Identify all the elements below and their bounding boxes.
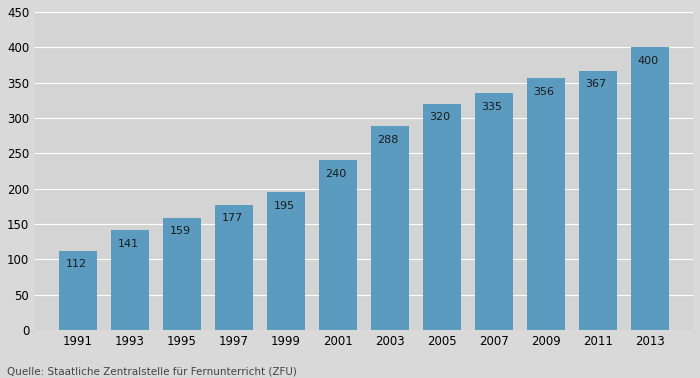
Text: 141: 141	[118, 239, 139, 249]
Text: 320: 320	[430, 112, 451, 122]
Text: 240: 240	[326, 169, 346, 179]
Bar	[111, 230, 148, 330]
Text: 112: 112	[65, 259, 87, 269]
Bar	[267, 192, 304, 330]
Bar	[371, 126, 409, 330]
Text: 400: 400	[638, 56, 659, 66]
Bar	[475, 93, 512, 330]
Bar	[424, 104, 461, 330]
Bar	[631, 47, 668, 330]
Bar	[319, 160, 356, 330]
Text: 335: 335	[482, 102, 503, 112]
Text: 159: 159	[169, 226, 190, 236]
Text: 195: 195	[274, 201, 295, 211]
Bar	[59, 251, 97, 330]
Bar	[163, 217, 201, 330]
Text: 288: 288	[377, 135, 399, 145]
Text: Quelle: Staatliche Zentralstelle für Fernunterricht (ZFU): Quelle: Staatliche Zentralstelle für Fer…	[7, 366, 297, 376]
Bar	[215, 205, 253, 330]
Bar	[527, 78, 565, 330]
Text: 177: 177	[221, 213, 243, 223]
Text: 356: 356	[533, 87, 554, 97]
Text: 367: 367	[585, 79, 607, 89]
Bar	[579, 71, 617, 330]
